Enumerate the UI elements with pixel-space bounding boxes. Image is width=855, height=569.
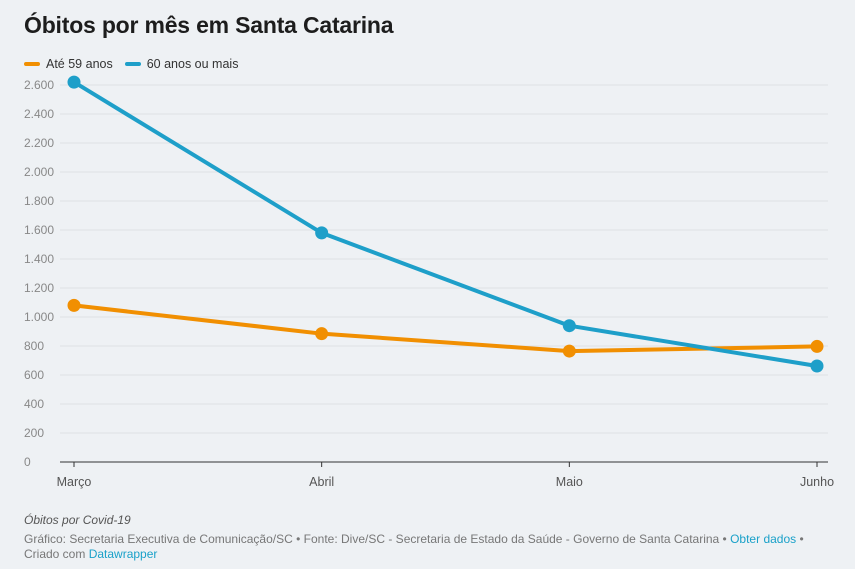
y-tick-label: 1.200 [24, 281, 54, 295]
y-tick-label: 1.000 [24, 310, 54, 324]
legend-item-ate-59: Até 59 anos [24, 57, 113, 71]
chart-title: Óbitos por mês em Santa Catarina [24, 12, 394, 38]
y-tick-label: 1.400 [24, 252, 54, 266]
y-tick-label: 2.000 [24, 165, 54, 179]
y-tick-label: 400 [24, 397, 44, 411]
series-line-1 [72, 80, 819, 369]
chart-notes: Óbitos por Covid-19 [24, 513, 131, 527]
legend: Até 59 anos 60 anos ou mais [24, 57, 250, 71]
footer-created-with: • Criado com [24, 532, 804, 561]
legend-item-60-mais: 60 anos ou mais [124, 57, 239, 71]
legend-label-ate-59: Até 59 anos [46, 57, 113, 71]
y-tick-label: 0 [24, 455, 31, 469]
x-tick-label: Abril [309, 475, 334, 489]
y-tick-label: 600 [24, 368, 44, 382]
y-tick-label: 1.600 [24, 223, 54, 237]
data-point [810, 359, 824, 373]
legend-swatch-blue [124, 62, 141, 66]
legend-label-60-mais: 60 anos ou mais [146, 57, 239, 71]
data-point [810, 339, 824, 353]
data-point [315, 327, 329, 341]
y-tick-label: 800 [24, 339, 44, 353]
chart-footer: Gráfico: Secretaria Executiva de Comunic… [24, 532, 832, 562]
data-point [315, 226, 329, 240]
y-tick-label: 1.800 [24, 194, 54, 208]
series-line-0 [72, 303, 819, 354]
data-point [562, 344, 576, 358]
x-tick-label: Junho [800, 475, 834, 489]
datawrapper-link[interactable]: Datawrapper [88, 547, 158, 561]
get-data-link[interactable]: Obter dados [730, 532, 797, 546]
data-point [67, 298, 81, 312]
data-point [562, 319, 576, 333]
x-tick-label: Maio [556, 475, 583, 489]
data-point [67, 75, 81, 89]
footer-source: Gráfico: Secretaria Executiva de Comunic… [24, 532, 731, 546]
y-tick-label: 2.600 [24, 78, 54, 92]
x-tick-label: Março [57, 475, 92, 489]
line-chart: 0 200 400 600 800 1.000 1.200 1.400 1.600 1.800 2.… [24, 75, 834, 489]
y-tick-label: 2.200 [24, 136, 54, 150]
y-tick-label: 200 [24, 426, 44, 440]
y-tick-label: 2.400 [24, 107, 54, 121]
legend-swatch-orange [24, 62, 40, 66]
